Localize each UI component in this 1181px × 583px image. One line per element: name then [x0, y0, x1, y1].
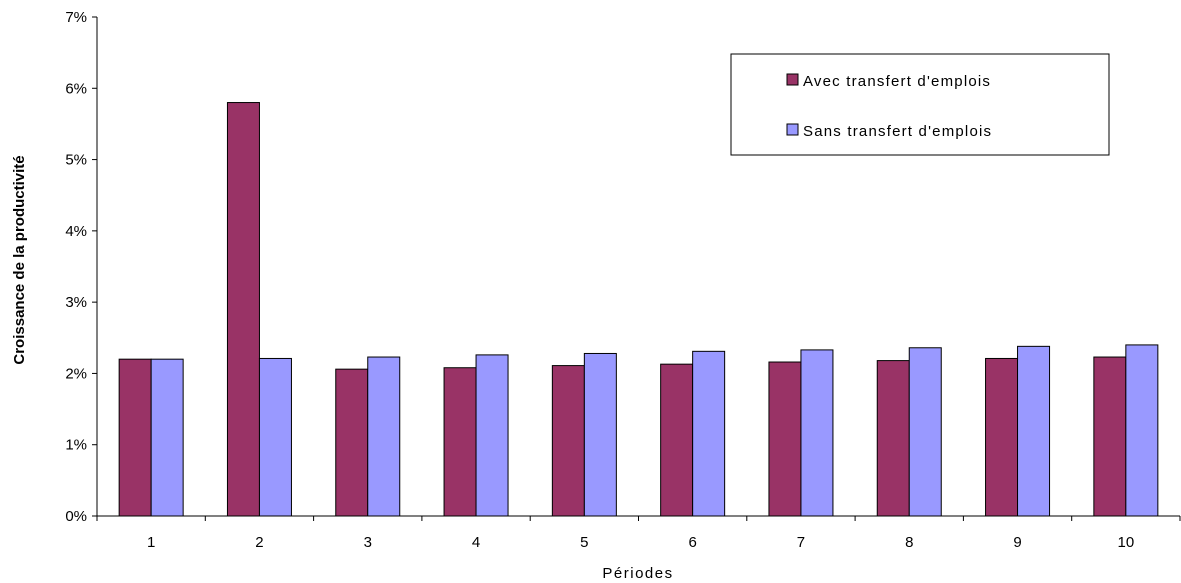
bar-series-2-period-9	[1017, 345, 1051, 517]
y-tick-label: 2%	[65, 365, 87, 382]
y-axis-title: Croissance de la productivité	[11, 155, 28, 364]
bar-series-1-period-5	[551, 365, 585, 517]
x-tick-label: 7	[797, 534, 805, 551]
x-axis-title: Périodes	[602, 565, 673, 582]
y-tick-label: 6%	[65, 80, 87, 97]
bar-series-1-period-9	[985, 357, 1019, 517]
legend-swatch-avec	[786, 73, 799, 86]
x-tick-label: 1	[147, 534, 155, 551]
legend-label-sans: Sans transfert d'emplois	[803, 123, 992, 140]
x-tick-label: 2	[255, 534, 263, 551]
bar-series-1-period-2	[226, 102, 260, 517]
bar-series-1-period-3	[335, 368, 369, 517]
bar-series-2-period-6	[692, 350, 726, 517]
x-tick-label: 10	[1118, 534, 1135, 551]
bar-series-2-period-5	[583, 352, 617, 517]
bar-series-1-period-6	[660, 363, 694, 517]
bar-series-2-period-3	[367, 356, 401, 517]
bar-series-1-period-1	[118, 358, 152, 517]
x-tick-label: 4	[472, 534, 480, 551]
bar-series-1-period-8	[876, 360, 910, 517]
y-tick-label: 1%	[65, 437, 87, 454]
legend-label-avec: Avec transfert d'emplois	[803, 73, 991, 90]
bar-series-2-period-1	[150, 358, 184, 517]
bar-series-2-period-8	[908, 347, 942, 517]
bar-series-1-period-4	[443, 367, 477, 517]
x-tick-label: 6	[688, 534, 696, 551]
x-tick-label: 8	[905, 534, 913, 551]
x-tick-label: 3	[364, 534, 372, 551]
legend-box	[730, 53, 1110, 156]
bar-series-2-period-7	[800, 349, 834, 517]
y-tick-label: 0%	[65, 508, 87, 525]
legend-swatch-sans	[786, 123, 799, 136]
y-axis-ticks: 0% 1% 2% 3% 4% 5% 6% 7%	[65, 9, 97, 525]
bars	[118, 102, 1159, 517]
y-tick-label: 3%	[65, 294, 87, 311]
bar-series-2-period-4	[475, 354, 509, 517]
bar-series-2-period-10	[1125, 344, 1159, 517]
bar-series-1-period-10	[1093, 356, 1127, 517]
bar-series-2-period-2	[258, 357, 292, 517]
y-tick-label: 7%	[65, 9, 87, 26]
y-tick-label: 4%	[65, 223, 87, 240]
x-tick-label: 9	[1013, 534, 1021, 551]
x-axis-ticks: 1 2 3 4 5 6 7 8 9 10	[96, 516, 1181, 551]
y-tick-label: 5%	[65, 152, 87, 169]
legend: Avec transfert d'emplois Sans transfert …	[730, 53, 1110, 156]
bar-series-1-period-7	[768, 361, 802, 517]
x-tick-label: 5	[580, 534, 588, 551]
